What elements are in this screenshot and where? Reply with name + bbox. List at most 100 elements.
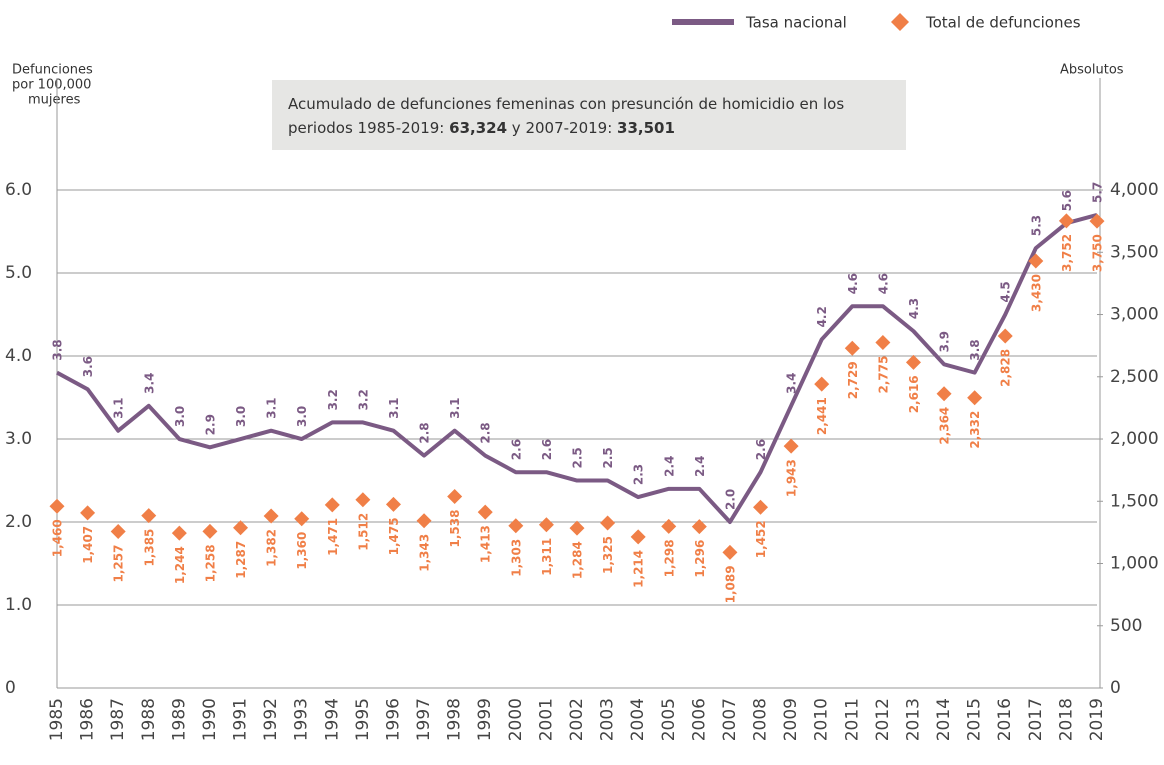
marker (233, 520, 249, 536)
data-label: 3.8 (51, 339, 65, 360)
data-label: 1,471 (326, 518, 340, 556)
data-label: 3.1 (112, 397, 126, 418)
annotation-text: 33,501 (617, 119, 675, 137)
data-label: 3,752 (1060, 234, 1074, 272)
marker (416, 513, 432, 529)
marker (630, 529, 646, 545)
x-tick-label: 1990 (200, 698, 220, 741)
y2-tick-label: 1,500 (1110, 491, 1159, 511)
x-tick-label: 1991 (231, 698, 251, 741)
data-label: 3.1 (387, 397, 401, 418)
annotation-text: 63,324 (449, 119, 507, 137)
data-label: 5.7 (1091, 182, 1105, 203)
annotation-text: y 2007-2019: (507, 119, 617, 137)
data-label: 3.2 (356, 389, 370, 410)
x-tick-label: 2013 (903, 698, 923, 741)
x-tick-label: 2004 (628, 698, 648, 741)
data-label: 2,441 (815, 397, 829, 435)
x-tick-label: 2008 (751, 698, 771, 741)
data-label: 2.4 (693, 456, 707, 477)
data-label: 1,257 (112, 545, 126, 583)
y-tick-label: 5.0 (5, 263, 32, 283)
x-tick-label: 2002 (567, 698, 587, 741)
data-label: 4.2 (815, 306, 829, 327)
data-label: 3.2 (326, 389, 340, 410)
x-tick-label: 2012 (873, 698, 893, 741)
data-label: 4.6 (876, 273, 890, 294)
y2-tick-label: 2,000 (1110, 429, 1159, 449)
x-tick-label: 1986 (78, 698, 98, 741)
marker (814, 376, 830, 392)
data-label: 1,296 (693, 540, 707, 578)
y-axis-label: por 100,000 (12, 78, 91, 93)
data-label: 3.1 (448, 397, 462, 418)
marker (1089, 213, 1105, 229)
data-label: 4.6 (846, 273, 860, 294)
x-tick-label: 1993 (292, 698, 312, 741)
data-label: 1,214 (632, 550, 646, 588)
x-tick-label: 2006 (689, 698, 709, 741)
marker (447, 489, 463, 505)
data-label: 1,460 (51, 519, 65, 557)
x-tick-label: 2010 (812, 698, 832, 741)
x-tick-label: 1996 (383, 698, 403, 741)
data-label: 2.5 (571, 447, 585, 468)
data-label: 3.0 (295, 406, 309, 427)
y-axis-label: mujeres (28, 93, 81, 108)
marker (171, 525, 187, 541)
data-label: 1,258 (203, 544, 217, 582)
x-tick-label: 1988 (139, 698, 159, 741)
marker (141, 508, 157, 524)
data-label: 2.6 (754, 439, 768, 460)
marker (110, 524, 126, 540)
x-tick-label: 2007 (720, 698, 740, 741)
data-label: 4.3 (907, 298, 921, 319)
data-label: 1,943 (785, 459, 799, 497)
y-tick-label: 3.0 (5, 429, 32, 449)
marker (385, 496, 401, 512)
legend-label: Tasa nacional (745, 14, 847, 32)
x-tick-label: 1985 (47, 698, 67, 741)
y-tick-label: 2.0 (5, 512, 32, 532)
data-label: 2,616 (907, 375, 921, 413)
x-tick-label: 2014 (934, 698, 954, 741)
data-label: 3.0 (173, 406, 187, 427)
data-label: 3.8 (968, 339, 982, 360)
annotation-text: Acumulado de defunciones femeninas con p… (288, 95, 844, 113)
data-label: 1,298 (662, 539, 676, 577)
data-label: 1,311 (540, 538, 554, 576)
x-tick-label: 1994 (322, 698, 342, 741)
y2-tick-label: 4,000 (1110, 180, 1159, 200)
data-label: 1,284 (571, 541, 585, 579)
marker (905, 354, 921, 370)
data-label: 1,407 (81, 526, 95, 564)
x-tick-label: 1995 (353, 698, 373, 741)
data-label: 2.9 (203, 414, 217, 435)
x-tick-label: 1999 (475, 698, 495, 741)
marker (936, 386, 952, 402)
data-label: 2.8 (479, 422, 493, 443)
data-label: 2.0 (723, 489, 737, 510)
marker (600, 515, 616, 531)
data-label: 1,303 (509, 539, 523, 577)
data-label: 3,430 (1029, 274, 1043, 312)
x-tick-label: 2011 (842, 698, 862, 741)
marker (263, 508, 279, 524)
data-label: 5.3 (1029, 215, 1043, 236)
marker (783, 438, 799, 454)
x-tick-label: 2001 (536, 698, 556, 741)
data-label: 1,413 (479, 525, 493, 563)
marker (294, 511, 310, 527)
marker (202, 523, 218, 539)
marker (875, 335, 891, 351)
data-label: 2,775 (876, 356, 890, 394)
marker (722, 544, 738, 560)
x-tick-label: 2017 (1026, 698, 1046, 741)
data-label: 3.4 (142, 373, 156, 394)
data-label: 1,452 (754, 520, 768, 558)
data-label: 3,750 (1091, 234, 1105, 272)
marker (1028, 253, 1044, 269)
legend-label: Total de defunciones (925, 14, 1081, 32)
annotation-text: periodos 1985-2019: (288, 119, 449, 137)
